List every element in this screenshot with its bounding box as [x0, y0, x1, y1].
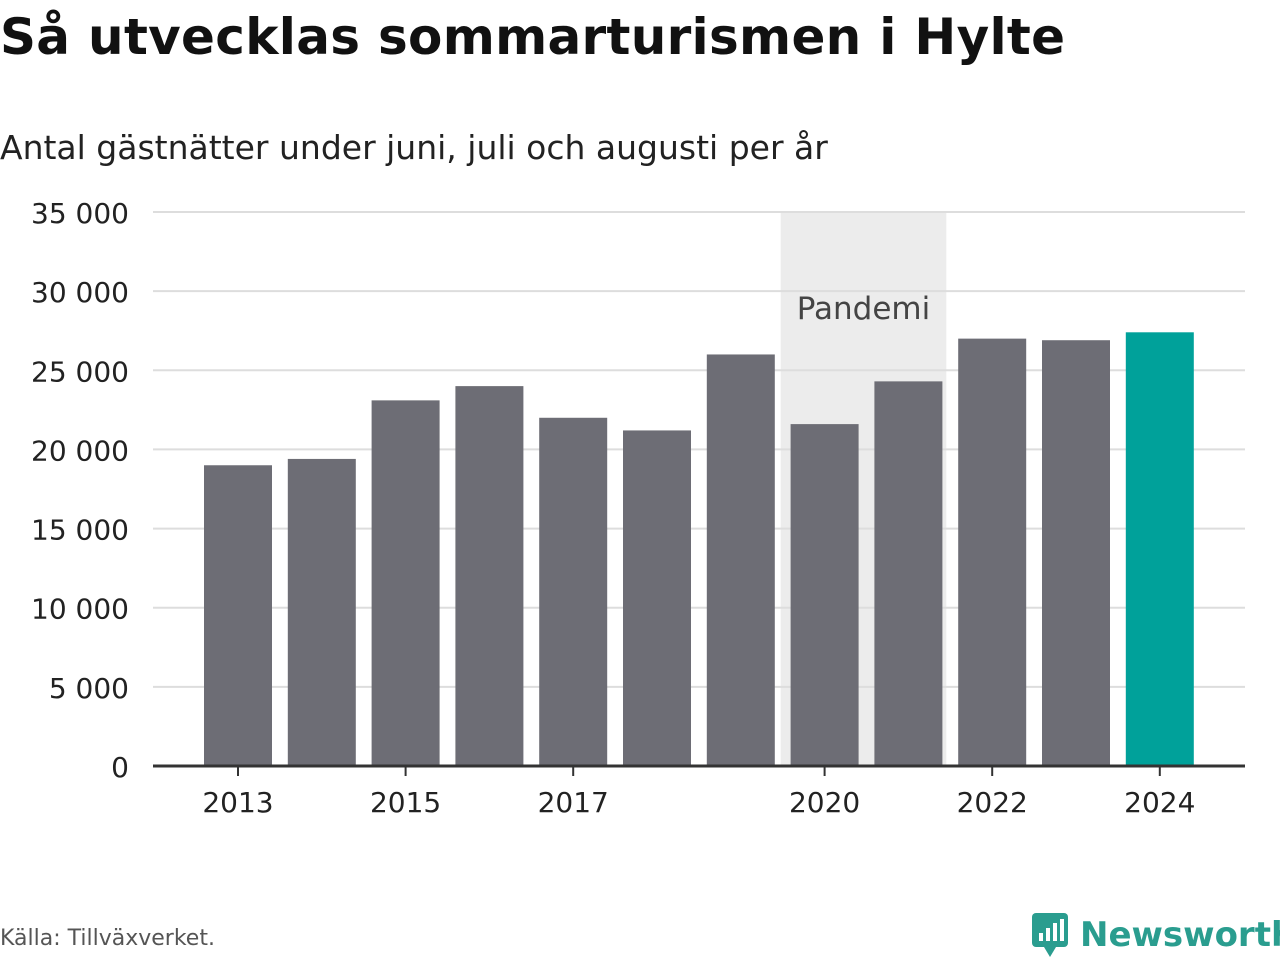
pandemic-label: Pandemi [797, 291, 931, 327]
brand-name: Newsworthy [1080, 915, 1280, 955]
bar-2020 [790, 424, 859, 766]
x-tick-label: 2017 [538, 786, 609, 819]
bar-2013 [204, 465, 272, 766]
brand-logo: Newsworthy [1030, 910, 1280, 960]
bar-2015 [371, 400, 440, 766]
x-tick-label: 2015 [370, 786, 441, 819]
bar-2023 [1042, 340, 1110, 766]
y-tick-label: 20 000 [31, 434, 129, 467]
bar-2019 [706, 354, 775, 766]
bar-2024 [1125, 332, 1194, 766]
chart-subtitle: Antal gästnätter under juni, juli och au… [0, 128, 828, 167]
newsworthy-logo-icon [1032, 913, 1068, 957]
y-tick-label: 25 000 [31, 355, 129, 388]
y-tick-label: 35 000 [31, 197, 129, 230]
axes: 2013 2015 2017 2020 2022 2024 [153, 764, 1245, 819]
x-tick-label: 2020 [789, 786, 860, 819]
chart-title: Så utvecklas sommarturismen i Hylte [0, 8, 1066, 66]
y-tick-label: 30 000 [31, 276, 129, 309]
y-tick-label: 5 000 [49, 672, 129, 705]
source-note: Källa: Tillväxverket. [0, 926, 215, 951]
bar-2016 [455, 386, 524, 766]
y-tick-label: 15 000 [31, 514, 129, 547]
bar-chart: Pandemi 0 5 000 10 000 15 000 20 000 25 000 30… [31, 197, 1245, 819]
y-tick-label: 0 [111, 751, 129, 784]
bars [204, 332, 1194, 766]
x-tick-label: 2024 [1124, 786, 1195, 819]
bar-2018 [623, 430, 691, 766]
x-tick-label: 2013 [202, 786, 273, 819]
bar-2021 [874, 381, 943, 766]
bar-2014 [287, 458, 356, 766]
bar-2022 [958, 338, 1027, 766]
bar-2017 [539, 417, 608, 766]
y-tick-label: 10 000 [31, 593, 129, 626]
x-tick-label: 2022 [957, 786, 1028, 819]
